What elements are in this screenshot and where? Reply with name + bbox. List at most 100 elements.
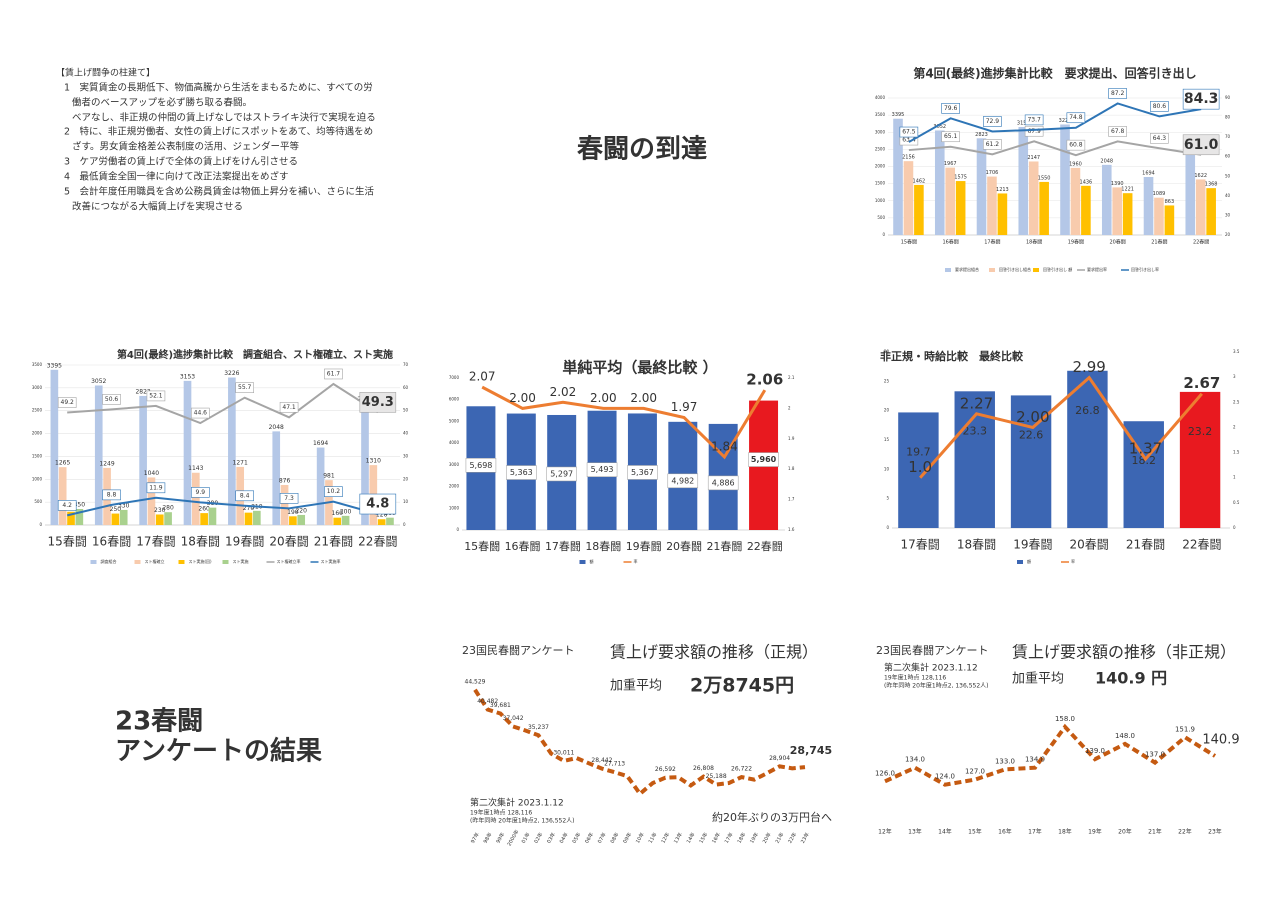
bar — [1070, 167, 1081, 235]
point-label: 26,808 — [693, 765, 714, 772]
y2-tick-label: 2 — [1233, 424, 1236, 429]
bar — [155, 514, 164, 525]
x-tick-label: 19年 — [1088, 828, 1102, 836]
bar — [1164, 205, 1175, 235]
bar — [272, 431, 281, 525]
x-tick-label: 08年 — [609, 831, 621, 844]
bar — [361, 403, 369, 525]
y2-tick-label: 2.5 — [1233, 399, 1240, 404]
pillar-line: 3 ケア労働者の賃上げで全体の賃上げをけん引させる — [64, 156, 298, 168]
bar-label: 3226 — [224, 370, 239, 377]
x-tick-label: 17年 — [1028, 828, 1042, 836]
bar — [111, 513, 120, 525]
line-label: 73.7 — [1027, 116, 1041, 123]
bar-label: 1368 — [1205, 182, 1218, 188]
x-tick-label: 14年 — [685, 831, 697, 844]
bar-label: 1265 — [55, 460, 70, 467]
point-label: 37,042 — [503, 715, 524, 722]
y-tick-label: 500 — [34, 499, 42, 504]
y-tick-label: 1000 — [32, 476, 43, 481]
x-tick-label: 05年 — [571, 831, 583, 844]
bar — [253, 510, 261, 525]
y-tick-label: 0 — [886, 525, 889, 530]
y2-tick-label: 3 — [1233, 374, 1236, 379]
line — [884, 723, 1217, 787]
bar — [934, 130, 945, 235]
bar-label: 260 — [198, 506, 210, 513]
legend-label: 額 — [590, 558, 594, 564]
y2-tick-label: 50 — [403, 408, 409, 413]
point-label: 44,529 — [465, 678, 486, 685]
point-label: 151.9 — [1175, 725, 1195, 733]
bar — [1195, 179, 1206, 235]
line-label: 64.3 — [1153, 135, 1167, 142]
bar — [67, 511, 75, 525]
label-box — [279, 493, 299, 504]
bar — [893, 118, 903, 235]
bar — [183, 380, 192, 525]
x-tick-label: 12年 — [660, 831, 672, 844]
line-label: 47.1 — [282, 404, 296, 411]
bar — [1039, 181, 1049, 235]
line-label: 2.02 — [550, 385, 577, 399]
bar-label: 981 — [323, 473, 335, 480]
line-label: 61.7 — [327, 370, 341, 377]
point-label: 26,592 — [655, 766, 676, 773]
y-tick-label: 0 — [456, 527, 459, 532]
bar-label: 126 — [376, 512, 388, 519]
y2-tick-label: 30 — [1225, 212, 1231, 217]
chart-title: 第4回(最終)進捗集計比較 調査組合、スト権確立、スト実施 — [117, 348, 393, 361]
y-tick-label: 1000 — [875, 198, 886, 203]
point-label: 140.9 — [1202, 732, 1239, 747]
x-tick-label: 15年 — [968, 828, 982, 836]
line-label: 2.00 — [590, 391, 617, 405]
line-label: 9.9 — [196, 489, 206, 496]
label-box — [146, 390, 166, 402]
x-tick-label: 16春闘 — [92, 535, 131, 549]
y-tick-label: 3500 — [875, 112, 886, 117]
line-label: 2.00 — [630, 391, 657, 405]
line-label: 1.37 — [1129, 440, 1162, 458]
bar — [914, 184, 924, 235]
bar-label: 4,982 — [671, 476, 694, 485]
y-tick-label: 2500 — [875, 146, 886, 151]
legend-label: 回答引き出し組合 — [999, 266, 1031, 272]
y-tick-label: 1000 — [449, 505, 460, 510]
x-tick-label: 15春闘 — [901, 239, 917, 246]
y-tick-label: 2000 — [32, 431, 43, 436]
legend-swatch — [1017, 560, 1023, 564]
x-tick-label: 18春闘 — [957, 538, 996, 552]
bar-label: 190 — [287, 509, 299, 516]
bar-label: 876 — [279, 477, 291, 484]
bar-label: 1040 — [144, 470, 159, 477]
point-label: 124.0 — [935, 773, 955, 781]
x-tick-label: 18年 — [1058, 828, 1072, 836]
bar-label: 863 — [1165, 199, 1175, 205]
legend-label: 要求提出組合 — [955, 266, 979, 272]
bar — [1060, 124, 1070, 235]
x-tick-label: 98年 — [482, 831, 494, 844]
y2-tick-label: 20 — [403, 476, 409, 481]
label-box — [191, 407, 210, 419]
x-tick-label: 22年 — [1178, 828, 1192, 836]
line-label: 87.2 — [1111, 90, 1125, 97]
bar-label: 280 — [162, 505, 174, 512]
note: (昨年同時 20年度1時点2, 136,552人) — [470, 817, 575, 825]
line — [481, 385, 767, 460]
label-box — [941, 103, 960, 114]
headline: 2万8745円 — [690, 675, 794, 697]
x-tick-label: 22春闘 — [747, 540, 783, 553]
legend-swatch — [989, 268, 995, 272]
bar-label: 1249 — [99, 460, 114, 467]
line-label: 79.6 — [944, 105, 958, 112]
bar-label: 1213 — [996, 187, 1009, 193]
chart-title: 第4回(最終)進捗集計比較 要求提出、回答引き出し — [913, 66, 1196, 81]
x-tick-label: 19春闘 — [626, 540, 662, 553]
bar — [976, 138, 987, 235]
x-tick-label: 02年 — [533, 831, 545, 844]
line-label: 80.6 — [1153, 103, 1167, 110]
legend-swatch — [945, 268, 951, 272]
label-box — [57, 500, 77, 511]
bar-label: 3153 — [1017, 121, 1030, 127]
y-tick-label: 4000 — [449, 440, 460, 445]
